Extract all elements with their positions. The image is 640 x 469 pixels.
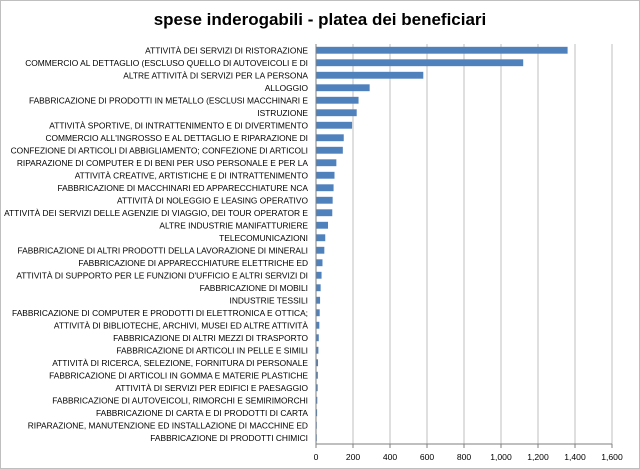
category-label: ALLOGGIO — [265, 83, 309, 93]
category-label: ATTIVITÀ DI RICERCA, SELEZIONE, FORNITUR… — [52, 358, 308, 368]
category-label: FABBRICAZIONE DI PRODOTTI IN METALLO (ES… — [29, 95, 308, 105]
x-tick-label: 1,600 — [601, 452, 623, 462]
category-label: TELECOMUNICAZIONI — [219, 233, 308, 243]
bar — [316, 184, 334, 192]
bar — [316, 46, 568, 54]
bar — [316, 159, 337, 167]
category-label: FABBRICAZIONE DI APPARECCHIATURE ELETTRI… — [78, 258, 308, 268]
category-label: FABBRICAZIONE DI MOBILI — [200, 283, 308, 293]
category-label: ATTIVITÀ DI SUPPORTO PER LE FUNZIONI D'U… — [16, 270, 308, 280]
category-label: FABBRICAZIONE DI ARTICOLI IN GOMMA E MAT… — [49, 370, 308, 380]
category-label: ATTIVITÀ DEI SERVIZI DELLE AGENZIE DI VI… — [4, 208, 308, 218]
bar — [316, 296, 321, 304]
category-label: FABBRICAZIONE DI COMPUTER E PRODOTTI DI … — [12, 308, 308, 318]
bar — [316, 409, 318, 417]
category-label: RIPARAZIONE DI COMPUTER E DI BENI PER US… — [17, 158, 309, 168]
bar — [316, 96, 359, 104]
x-axis-ticks: 0 200 400 600 800 1,000 1,200 1,400 1,600 — [314, 444, 623, 462]
x-tick-label: 1,000 — [490, 452, 512, 462]
x-tick-label: 400 — [383, 452, 398, 462]
category-label: FABBRICAZIONE DI CARTA E DI PRODOTTI DI … — [96, 408, 308, 418]
category-labels: ATTIVITÀ DEI SERVIZI DI RISTORAZIONE COMM… — [4, 45, 308, 443]
category-label: ATTIVITÀ DI BIBLIOTECHE, ARCHIVI, MUSEI … — [54, 320, 308, 330]
x-tick-label: 1,400 — [564, 452, 586, 462]
bars — [316, 46, 568, 442]
bar — [316, 234, 326, 242]
bar — [316, 346, 319, 354]
category-label: RIPARAZIONE, MANUTENZIONE ED INSTALLAZIO… — [28, 420, 308, 430]
category-label: FABBRICAZIONE DI ARTICOLI IN PELLE E SIM… — [116, 345, 308, 355]
x-tick-label: 800 — [457, 452, 472, 462]
bar — [316, 309, 320, 317]
category-label: ATTIVITÀ DEI SERVIZI DI RISTORAZIONE — [145, 45, 308, 55]
bar — [316, 71, 424, 79]
category-label: ATTIVITÀ DI NOLEGGIO E LEASING OPERATIVO — [117, 195, 308, 205]
bar — [316, 121, 353, 129]
bar — [316, 246, 325, 254]
category-label: FABBRICAZIONE DI AUTOVEICOLI, RIMORCHI E… — [52, 395, 308, 405]
bar — [316, 359, 319, 367]
bar — [316, 59, 524, 67]
category-label: COMMERCIO ALL'INGROSSO E AL DETTAGLIO E … — [45, 133, 308, 143]
bar — [316, 134, 344, 142]
category-label: ATTIVITÀ DI SERVIZI PER EDIFICI E PAESAG… — [115, 383, 308, 393]
category-label: INDUSTRIE TESSILI — [230, 295, 309, 305]
bar — [316, 259, 323, 267]
bar — [316, 271, 322, 279]
bar — [316, 384, 318, 392]
bar — [316, 109, 357, 117]
bar — [316, 334, 319, 342]
bar — [316, 221, 329, 229]
category-label: ISTRUZIONE — [257, 108, 308, 118]
bar — [316, 196, 333, 204]
bar — [316, 209, 333, 217]
category-label: CONFEZIONE DI ARTICOLI DI ABBIGLIAMENTO;… — [11, 145, 308, 155]
category-label: ATTIVITÀ CREATIVE, ARTISTICHE E DI INTRA… — [75, 170, 309, 180]
x-tick-label: 0 — [314, 452, 319, 462]
x-tick-label: 200 — [346, 452, 361, 462]
category-label: FABBRICAZIONE DI MACCHINARI ED APPARECCH… — [57, 183, 308, 193]
bar — [316, 396, 318, 404]
category-label: FABBRICAZIONE DI ALTRI MEZZI DI TRASPORT… — [113, 333, 308, 343]
gridlines — [352, 44, 613, 444]
bar — [316, 371, 318, 379]
category-label: FABBRICAZIONE DI ALTRI PRODOTTI DELLA LA… — [17, 245, 308, 255]
category-label: ATTIVITÀ SPORTIVE, DI INTRATTENIMENTO E … — [49, 120, 308, 130]
category-label: COMMERCIO AL DETTAGLIO (ESCLUSO QUELLO D… — [25, 58, 308, 68]
bar — [316, 284, 321, 292]
bar — [316, 321, 320, 329]
category-label: FABBRICAZIONE DI PRODOTTI CHIMICI — [150, 433, 308, 443]
x-tick-label: 1,200 — [527, 452, 549, 462]
bar — [316, 171, 335, 179]
chart-title: spese inderogabili - platea dei benefici… — [154, 10, 487, 29]
category-label: ALTRE INDUSTRIE MANIFATTURIERE — [159, 220, 308, 230]
bar — [316, 146, 343, 154]
x-tick-label: 600 — [420, 452, 435, 462]
category-label: ALTRE ATTIVITÀ DI SERVIZI PER LA PERSONA — [123, 70, 308, 80]
bar — [316, 84, 370, 92]
